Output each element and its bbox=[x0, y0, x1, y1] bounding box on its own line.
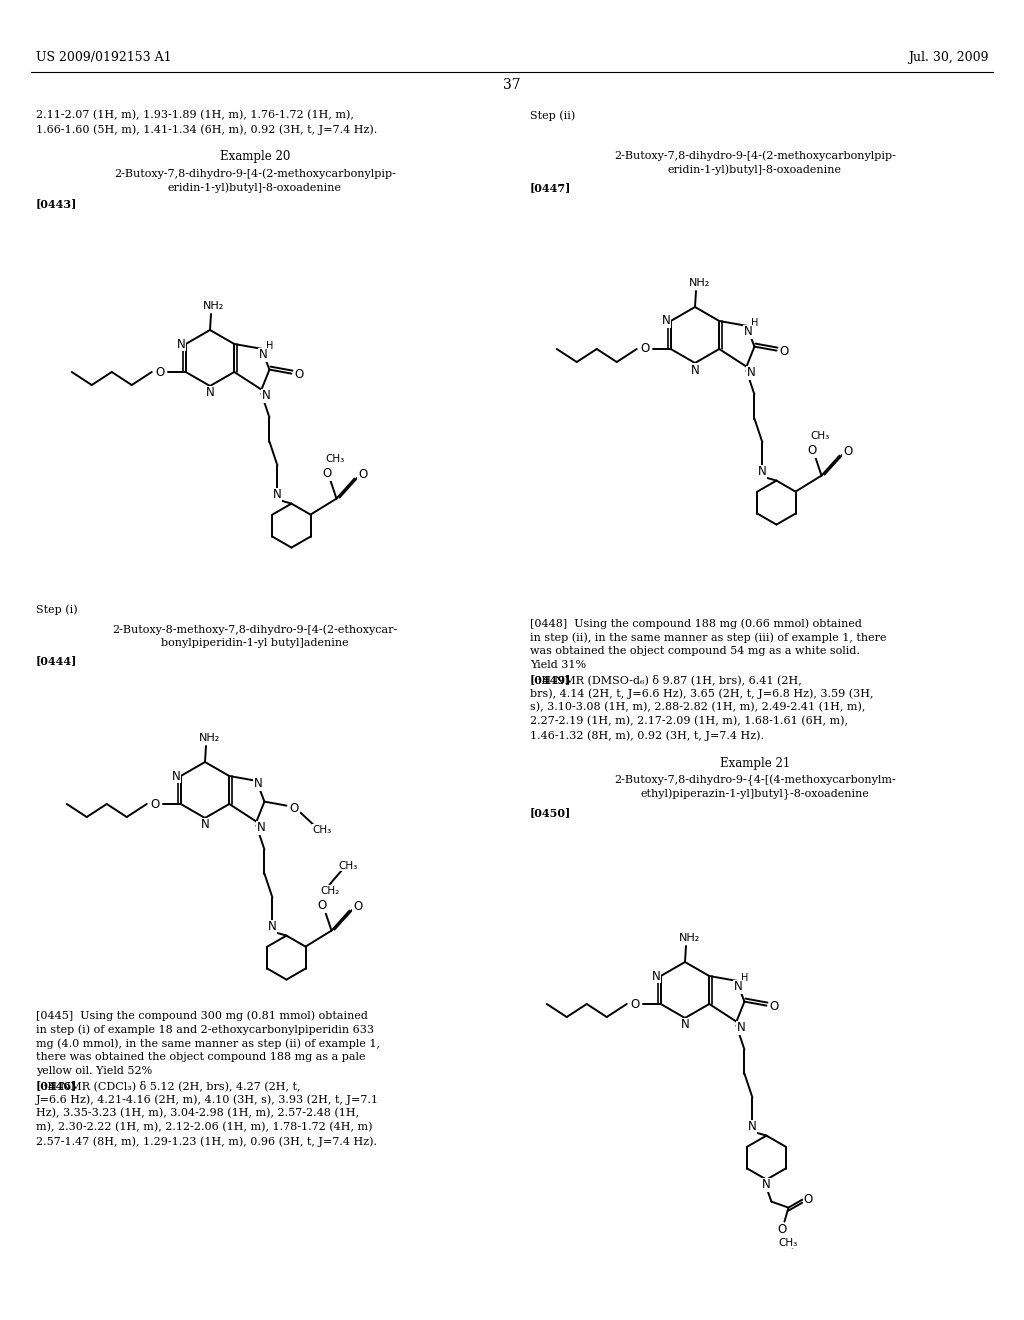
Text: 2-Butoxy-7,8-dihydro-9-[4-(2-methoxycarbonylpip-: 2-Butoxy-7,8-dihydro-9-[4-(2-methoxycarb… bbox=[614, 150, 896, 161]
Text: N: N bbox=[662, 314, 670, 327]
Text: 2-Butoxy-7,8-dihydro-9-[4-(2-methoxycarbonylpip-: 2-Butoxy-7,8-dihydro-9-[4-(2-methoxycarb… bbox=[114, 168, 396, 178]
Text: N: N bbox=[273, 488, 282, 502]
Text: CH₃: CH₃ bbox=[779, 1238, 798, 1247]
Text: CH₂: CH₂ bbox=[319, 886, 339, 895]
Text: ¹H NMR (CDCl₃) δ 5.12 (2H, brs), 4.27 (2H, t,: ¹H NMR (CDCl₃) δ 5.12 (2H, brs), 4.27 (2… bbox=[36, 1080, 300, 1090]
Text: N: N bbox=[744, 325, 753, 338]
Text: mg (4.0 mmol), in the same manner as step (ii) of example 1,: mg (4.0 mmol), in the same manner as ste… bbox=[36, 1038, 380, 1048]
Text: O: O bbox=[804, 1193, 813, 1206]
Text: O: O bbox=[357, 469, 368, 480]
Text: N: N bbox=[259, 348, 268, 362]
Text: Yield 31%: Yield 31% bbox=[530, 660, 586, 671]
Text: O: O bbox=[778, 1224, 787, 1236]
Text: eridin-1-yl)butyl]-8-oxoadenine: eridin-1-yl)butyl]-8-oxoadenine bbox=[668, 164, 842, 174]
Text: N: N bbox=[268, 920, 276, 933]
Text: CH₃: CH₃ bbox=[312, 825, 332, 834]
Text: 2.57-1.47 (8H, m), 1.29-1.23 (1H, m), 0.96 (3H, t, J=7.4 Hz).: 2.57-1.47 (8H, m), 1.29-1.23 (1H, m), 0.… bbox=[36, 1137, 377, 1147]
Text: [0447]: [0447] bbox=[530, 182, 571, 193]
Text: 2-Butoxy-7,8-dihydro-9-{4-[(4-methoxycarbonylm-: 2-Butoxy-7,8-dihydro-9-{4-[(4-methoxycar… bbox=[614, 775, 896, 787]
Text: O: O bbox=[630, 998, 639, 1011]
Text: O: O bbox=[640, 342, 649, 355]
Text: [0449]: [0449] bbox=[530, 675, 571, 685]
Text: 1.66-1.60 (5H, m), 1.41-1.34 (6H, m), 0.92 (3H, t, J=7.4 Hz).: 1.66-1.60 (5H, m), 1.41-1.34 (6H, m), 0.… bbox=[36, 124, 377, 135]
Text: NH₂: NH₂ bbox=[204, 301, 224, 312]
Text: N: N bbox=[734, 981, 742, 993]
Text: NH₂: NH₂ bbox=[199, 733, 219, 743]
Text: J=6.6 Hz), 4.21-4.16 (2H, m), 4.10 (3H, s), 3.93 (2H, t, J=7.1: J=6.6 Hz), 4.21-4.16 (2H, m), 4.10 (3H, … bbox=[36, 1094, 379, 1105]
Text: O: O bbox=[322, 467, 331, 480]
Text: O: O bbox=[290, 803, 299, 814]
Text: in step (ii), in the same manner as step (iii) of example 1, there: in step (ii), in the same manner as step… bbox=[530, 632, 887, 643]
Text: US 2009/0192153 A1: US 2009/0192153 A1 bbox=[36, 51, 172, 65]
Text: CH₃: CH₃ bbox=[338, 861, 357, 871]
Text: in step (i) of example 18 and 2-ethoxycarbonylpiperidin 633: in step (i) of example 18 and 2-ethoxyca… bbox=[36, 1024, 374, 1035]
Text: [0443]: [0443] bbox=[36, 198, 78, 209]
Text: H: H bbox=[751, 318, 758, 327]
Text: N: N bbox=[254, 777, 263, 791]
Text: O: O bbox=[807, 444, 816, 457]
Text: N: N bbox=[737, 1022, 745, 1034]
Text: CH₃: CH₃ bbox=[810, 430, 829, 441]
Text: N: N bbox=[201, 818, 209, 832]
Text: Step (ii): Step (ii) bbox=[530, 110, 575, 120]
Text: CH₃: CH₃ bbox=[325, 454, 344, 463]
Text: ethyl)piperazin-1-yl]butyl}-8-oxoadenine: ethyl)piperazin-1-yl]butyl}-8-oxoadenine bbox=[641, 789, 869, 800]
Text: [0446]: [0446] bbox=[36, 1080, 78, 1092]
Text: N: N bbox=[257, 821, 266, 834]
Text: Jul. 30, 2009: Jul. 30, 2009 bbox=[907, 51, 988, 65]
Text: N: N bbox=[681, 1019, 689, 1031]
Text: O: O bbox=[155, 366, 165, 379]
Text: Example 20: Example 20 bbox=[220, 150, 290, 162]
Text: H: H bbox=[740, 973, 749, 983]
Text: 2.11-2.07 (1H, m), 1.93-1.89 (1H, m), 1.76-1.72 (1H, m),: 2.11-2.07 (1H, m), 1.93-1.89 (1H, m), 1.… bbox=[36, 110, 354, 120]
Text: [0444]: [0444] bbox=[36, 655, 78, 667]
Text: O: O bbox=[780, 345, 790, 358]
Text: ¹H NMR (DMSO-d₆) δ 9.87 (1H, brs), 6.41 (2H,: ¹H NMR (DMSO-d₆) δ 9.87 (1H, brs), 6.41 … bbox=[530, 675, 802, 685]
Text: N: N bbox=[171, 770, 180, 783]
Text: N: N bbox=[758, 465, 767, 478]
Text: O: O bbox=[770, 1001, 779, 1014]
Text: 1.46-1.32 (8H, m), 0.92 (3H, t, J=7.4 Hz).: 1.46-1.32 (8H, m), 0.92 (3H, t, J=7.4 Hz… bbox=[530, 730, 764, 741]
Text: Step (i): Step (i) bbox=[36, 605, 78, 615]
Text: bonylpiperidin-1-yl butyl]adenine: bonylpiperidin-1-yl butyl]adenine bbox=[161, 638, 349, 648]
Text: was obtained the object compound 54 mg as a white solid.: was obtained the object compound 54 mg a… bbox=[530, 645, 860, 656]
Text: s), 3.10-3.08 (1H, m), 2.88-2.82 (1H, m), 2.49-2.41 (1H, m),: s), 3.10-3.08 (1H, m), 2.88-2.82 (1H, m)… bbox=[530, 702, 865, 713]
Text: yellow oil. Yield 52%: yellow oil. Yield 52% bbox=[36, 1067, 153, 1076]
Text: O: O bbox=[295, 368, 304, 381]
Text: N: N bbox=[206, 387, 214, 400]
Text: O: O bbox=[151, 797, 160, 810]
Text: N: N bbox=[176, 338, 185, 351]
Text: N: N bbox=[748, 366, 756, 379]
Text: 2-Butoxy-8-methoxy-7,8-dihydro-9-[4-(2-ethoxycar-: 2-Butoxy-8-methoxy-7,8-dihydro-9-[4-(2-e… bbox=[113, 624, 397, 635]
Text: 37: 37 bbox=[503, 78, 521, 92]
Text: N: N bbox=[749, 1121, 757, 1133]
Text: [0448]  Using the compound 188 mg (0.66 mmol) obtained: [0448] Using the compound 188 mg (0.66 m… bbox=[530, 618, 862, 628]
Text: H: H bbox=[266, 341, 273, 351]
Text: N: N bbox=[690, 363, 699, 376]
Text: 2.27-2.19 (1H, m), 2.17-2.09 (1H, m), 1.68-1.61 (6H, m),: 2.27-2.19 (1H, m), 2.17-2.09 (1H, m), 1.… bbox=[530, 715, 848, 726]
Text: there was obtained the object compound 188 mg as a pale: there was obtained the object compound 1… bbox=[36, 1052, 366, 1063]
Text: [0445]  Using the compound 300 mg (0.81 mmol) obtained: [0445] Using the compound 300 mg (0.81 m… bbox=[36, 1010, 368, 1020]
Text: eridin-1-yl)butyl]-8-oxoadenine: eridin-1-yl)butyl]-8-oxoadenine bbox=[168, 182, 342, 193]
Text: O: O bbox=[353, 900, 362, 913]
Text: O: O bbox=[843, 445, 852, 458]
Text: N: N bbox=[651, 969, 660, 982]
Text: N: N bbox=[262, 389, 270, 403]
Text: brs), 4.14 (2H, t, J=6.6 Hz), 3.65 (2H, t, J=6.8 Hz), 3.59 (3H,: brs), 4.14 (2H, t, J=6.6 Hz), 3.65 (2H, … bbox=[530, 688, 873, 698]
Text: O: O bbox=[316, 899, 326, 912]
Text: NH₂: NH₂ bbox=[678, 933, 699, 942]
Text: NH₂: NH₂ bbox=[688, 279, 710, 288]
Text: Hz), 3.35-3.23 (1H, m), 3.04-2.98 (1H, m), 2.57-2.48 (1H,: Hz), 3.35-3.23 (1H, m), 3.04-2.98 (1H, m… bbox=[36, 1107, 359, 1118]
Text: [0450]: [0450] bbox=[530, 807, 571, 818]
Text: m), 2.30-2.22 (1H, m), 2.12-2.06 (1H, m), 1.78-1.72 (4H, m): m), 2.30-2.22 (1H, m), 2.12-2.06 (1H, m)… bbox=[36, 1122, 373, 1133]
Text: N: N bbox=[762, 1177, 771, 1191]
Text: Example 21: Example 21 bbox=[720, 756, 791, 770]
